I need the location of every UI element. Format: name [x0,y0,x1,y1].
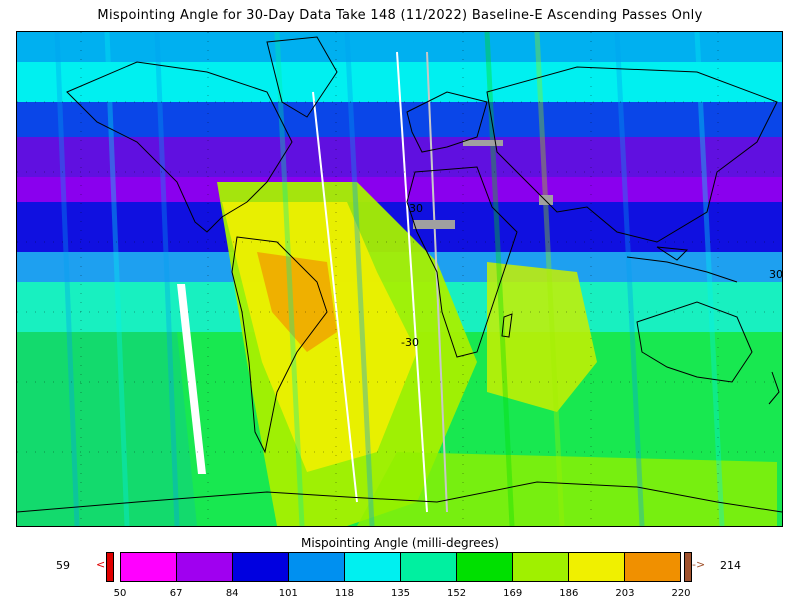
colorbar-segment [625,553,680,581]
colorbar-tick-label: 169 [503,588,523,599]
colorbar-tick-label: 118 [334,588,354,599]
colorbar [120,552,681,582]
over-range-swatch [684,552,692,582]
colorbar-segment [345,553,401,581]
data-gaps [177,51,448,513]
colorbar-tick-label: 186 [559,588,579,599]
colorbar-tick-label: 101 [278,588,298,599]
lat-label-minus30: -30 [401,336,419,349]
lon-label-30: 30 [769,268,782,281]
colorbar-segment [513,553,569,581]
colorbar-tick-label: 152 [447,588,467,599]
colorbar-segment [177,553,233,581]
lat-label-30: 30 [409,202,423,215]
grey-markers [413,140,553,229]
south-pacific-region [17,332,197,526]
orbit-track-streaks [54,32,725,526]
indian-ocean-region [487,262,597,412]
max-value-label: 214 [720,559,741,572]
colorbar-tick-label: 203 [615,588,635,599]
colorbar-segment [121,553,177,581]
band-north-purple [17,137,782,177]
under-range-swatch [106,552,114,582]
colorbar-segment [233,553,289,581]
coastlines [17,36,782,513]
colorbar-title: Mispointing Angle (milli-degrees) [301,536,499,550]
colorbar-segment [569,553,625,581]
colorbar-segment [401,553,457,581]
southern-ocean-region [357,452,777,526]
colorbar-tick-label: 50 [113,588,127,599]
band-north-mid [17,102,782,137]
colorbar-tick-label: 84 [225,588,239,599]
colorbar-tick-label: 220 [671,588,691,599]
map-panel: -30 30 30 [16,31,783,527]
band-subtropic-purple [17,177,782,202]
colorbar-segment [289,553,345,581]
over-range-arrow: -> [692,558,706,571]
colorbar-tick-label: 67 [169,588,183,599]
colorbar-segment [457,553,513,581]
orange-region [257,252,337,352]
mispointing-map: -30 30 30 [17,32,782,526]
min-value-label: 59 [56,559,70,572]
colorbar-tick-label: 135 [390,588,411,599]
band-arctic [17,32,782,62]
under-range-arrow: < [96,558,106,571]
plot-title: Mispointing Angle for 30-Day Data Take 1… [97,8,703,23]
